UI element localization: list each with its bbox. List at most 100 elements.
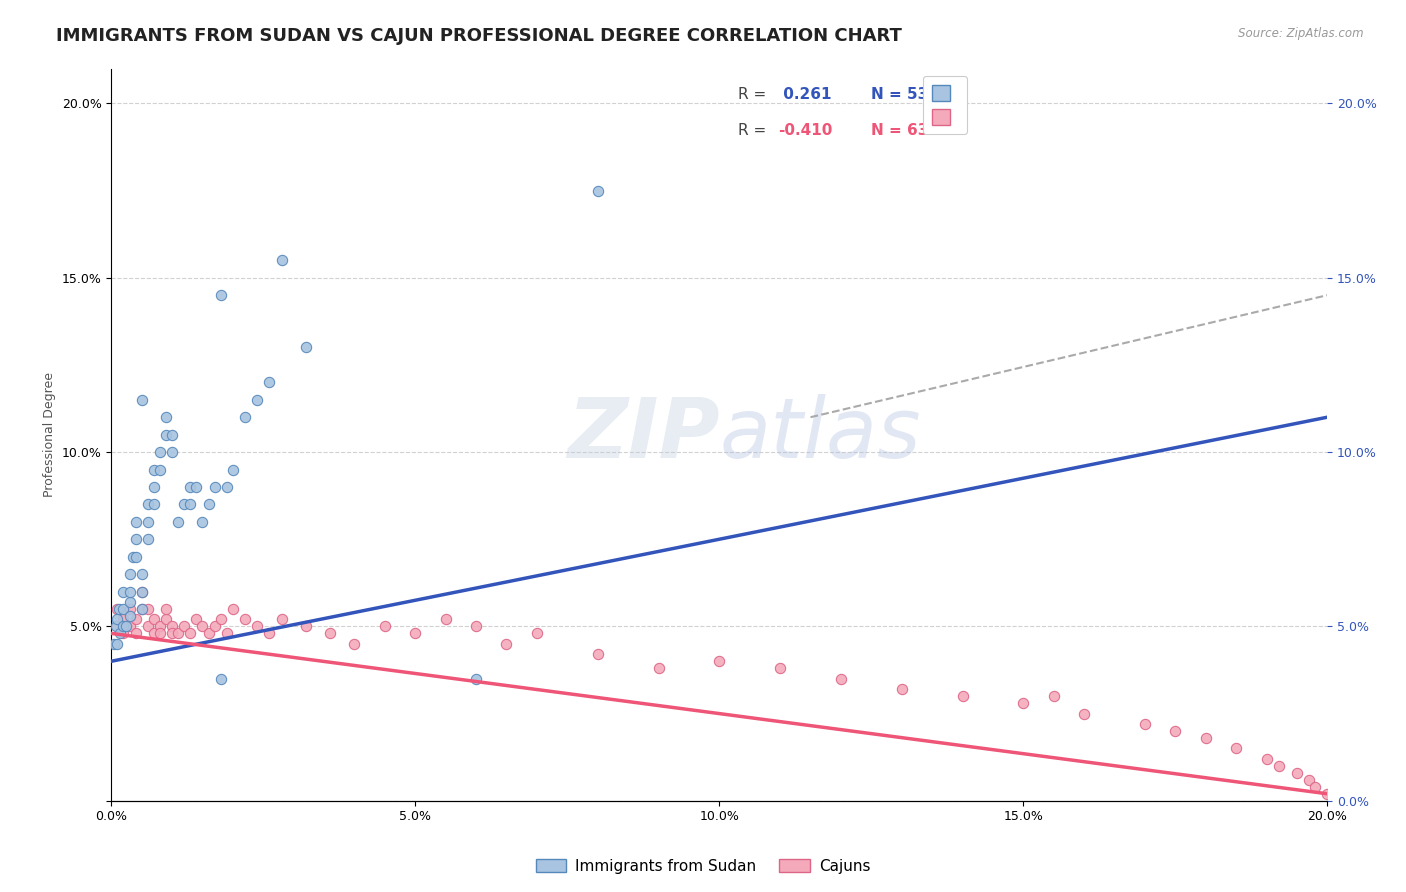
Point	[112, 584, 135, 599]
Point	[1298, 772, 1320, 787]
Point	[124, 533, 146, 547]
Point	[155, 602, 177, 616]
Point	[586, 648, 609, 662]
Point	[204, 619, 226, 633]
Point	[131, 567, 153, 582]
Point	[434, 612, 457, 626]
Point	[233, 410, 256, 425]
Point	[136, 533, 159, 547]
Point	[131, 602, 153, 616]
Point	[131, 602, 153, 616]
Point	[105, 602, 128, 616]
Point	[270, 253, 292, 268]
Point	[136, 602, 159, 616]
Text: Source: ZipAtlas.com: Source: ZipAtlas.com	[1239, 27, 1364, 40]
Text: N = 63: N = 63	[872, 123, 929, 138]
Point	[115, 619, 138, 633]
Point	[149, 619, 172, 633]
Text: 0.261: 0.261	[778, 87, 831, 102]
Point	[209, 612, 232, 626]
Point	[890, 682, 912, 697]
Point	[1225, 741, 1247, 756]
Point	[465, 672, 488, 686]
Text: N = 53: N = 53	[872, 87, 928, 102]
Point	[259, 376, 281, 390]
Point	[118, 609, 141, 624]
Point	[374, 619, 396, 633]
Point	[105, 612, 128, 626]
Point	[209, 288, 232, 302]
Point	[112, 626, 135, 640]
Point	[142, 462, 165, 476]
Text: atlas: atlas	[720, 394, 921, 475]
Point	[131, 584, 153, 599]
Point	[204, 480, 226, 494]
Point	[233, 612, 256, 626]
Point	[295, 341, 318, 355]
Point	[495, 637, 517, 651]
Point	[167, 626, 190, 640]
Point	[167, 515, 190, 529]
Point	[155, 410, 177, 425]
Point	[149, 626, 172, 640]
Point	[222, 602, 245, 616]
Point	[118, 602, 141, 616]
Point	[186, 480, 208, 494]
Point	[270, 612, 292, 626]
Point	[1195, 731, 1218, 745]
Point	[107, 602, 129, 616]
Point	[124, 612, 146, 626]
Point	[136, 497, 159, 511]
Point	[404, 626, 426, 640]
Point	[1012, 696, 1035, 710]
Point	[769, 661, 792, 675]
Point	[1133, 717, 1156, 731]
Point	[118, 595, 141, 609]
Point	[186, 612, 208, 626]
Point	[1285, 765, 1308, 780]
Point	[1164, 724, 1187, 739]
Point	[155, 427, 177, 442]
Point	[105, 619, 128, 633]
Point	[1042, 689, 1064, 703]
Point	[112, 619, 135, 633]
Point	[259, 626, 281, 640]
Point	[197, 497, 219, 511]
Point	[136, 515, 159, 529]
Point	[118, 619, 141, 633]
Point	[179, 497, 201, 511]
Point	[118, 567, 141, 582]
Text: R =: R =	[738, 87, 770, 102]
Text: R =: R =	[738, 123, 770, 138]
Point	[160, 427, 183, 442]
Point	[173, 497, 195, 511]
Point	[149, 445, 172, 459]
Point	[215, 480, 238, 494]
Point	[179, 626, 201, 640]
Point	[246, 619, 269, 633]
Point	[112, 612, 135, 626]
Point	[105, 619, 128, 633]
Point	[142, 497, 165, 511]
Point	[160, 619, 183, 633]
Point	[142, 612, 165, 626]
Point	[1073, 706, 1095, 721]
Point	[142, 480, 165, 494]
Point	[647, 661, 669, 675]
Point	[103, 637, 125, 651]
Point	[124, 626, 146, 640]
Point	[105, 637, 128, 651]
Point	[131, 584, 153, 599]
Point	[343, 637, 366, 651]
Point	[118, 584, 141, 599]
Point	[191, 515, 214, 529]
Point	[319, 626, 342, 640]
Point	[112, 602, 135, 616]
Point	[121, 549, 143, 564]
Point	[1267, 759, 1289, 773]
Y-axis label: Professional Degree: Professional Degree	[44, 372, 56, 497]
Point	[197, 626, 219, 640]
Point	[149, 462, 172, 476]
Point	[110, 626, 132, 640]
Point	[526, 626, 548, 640]
